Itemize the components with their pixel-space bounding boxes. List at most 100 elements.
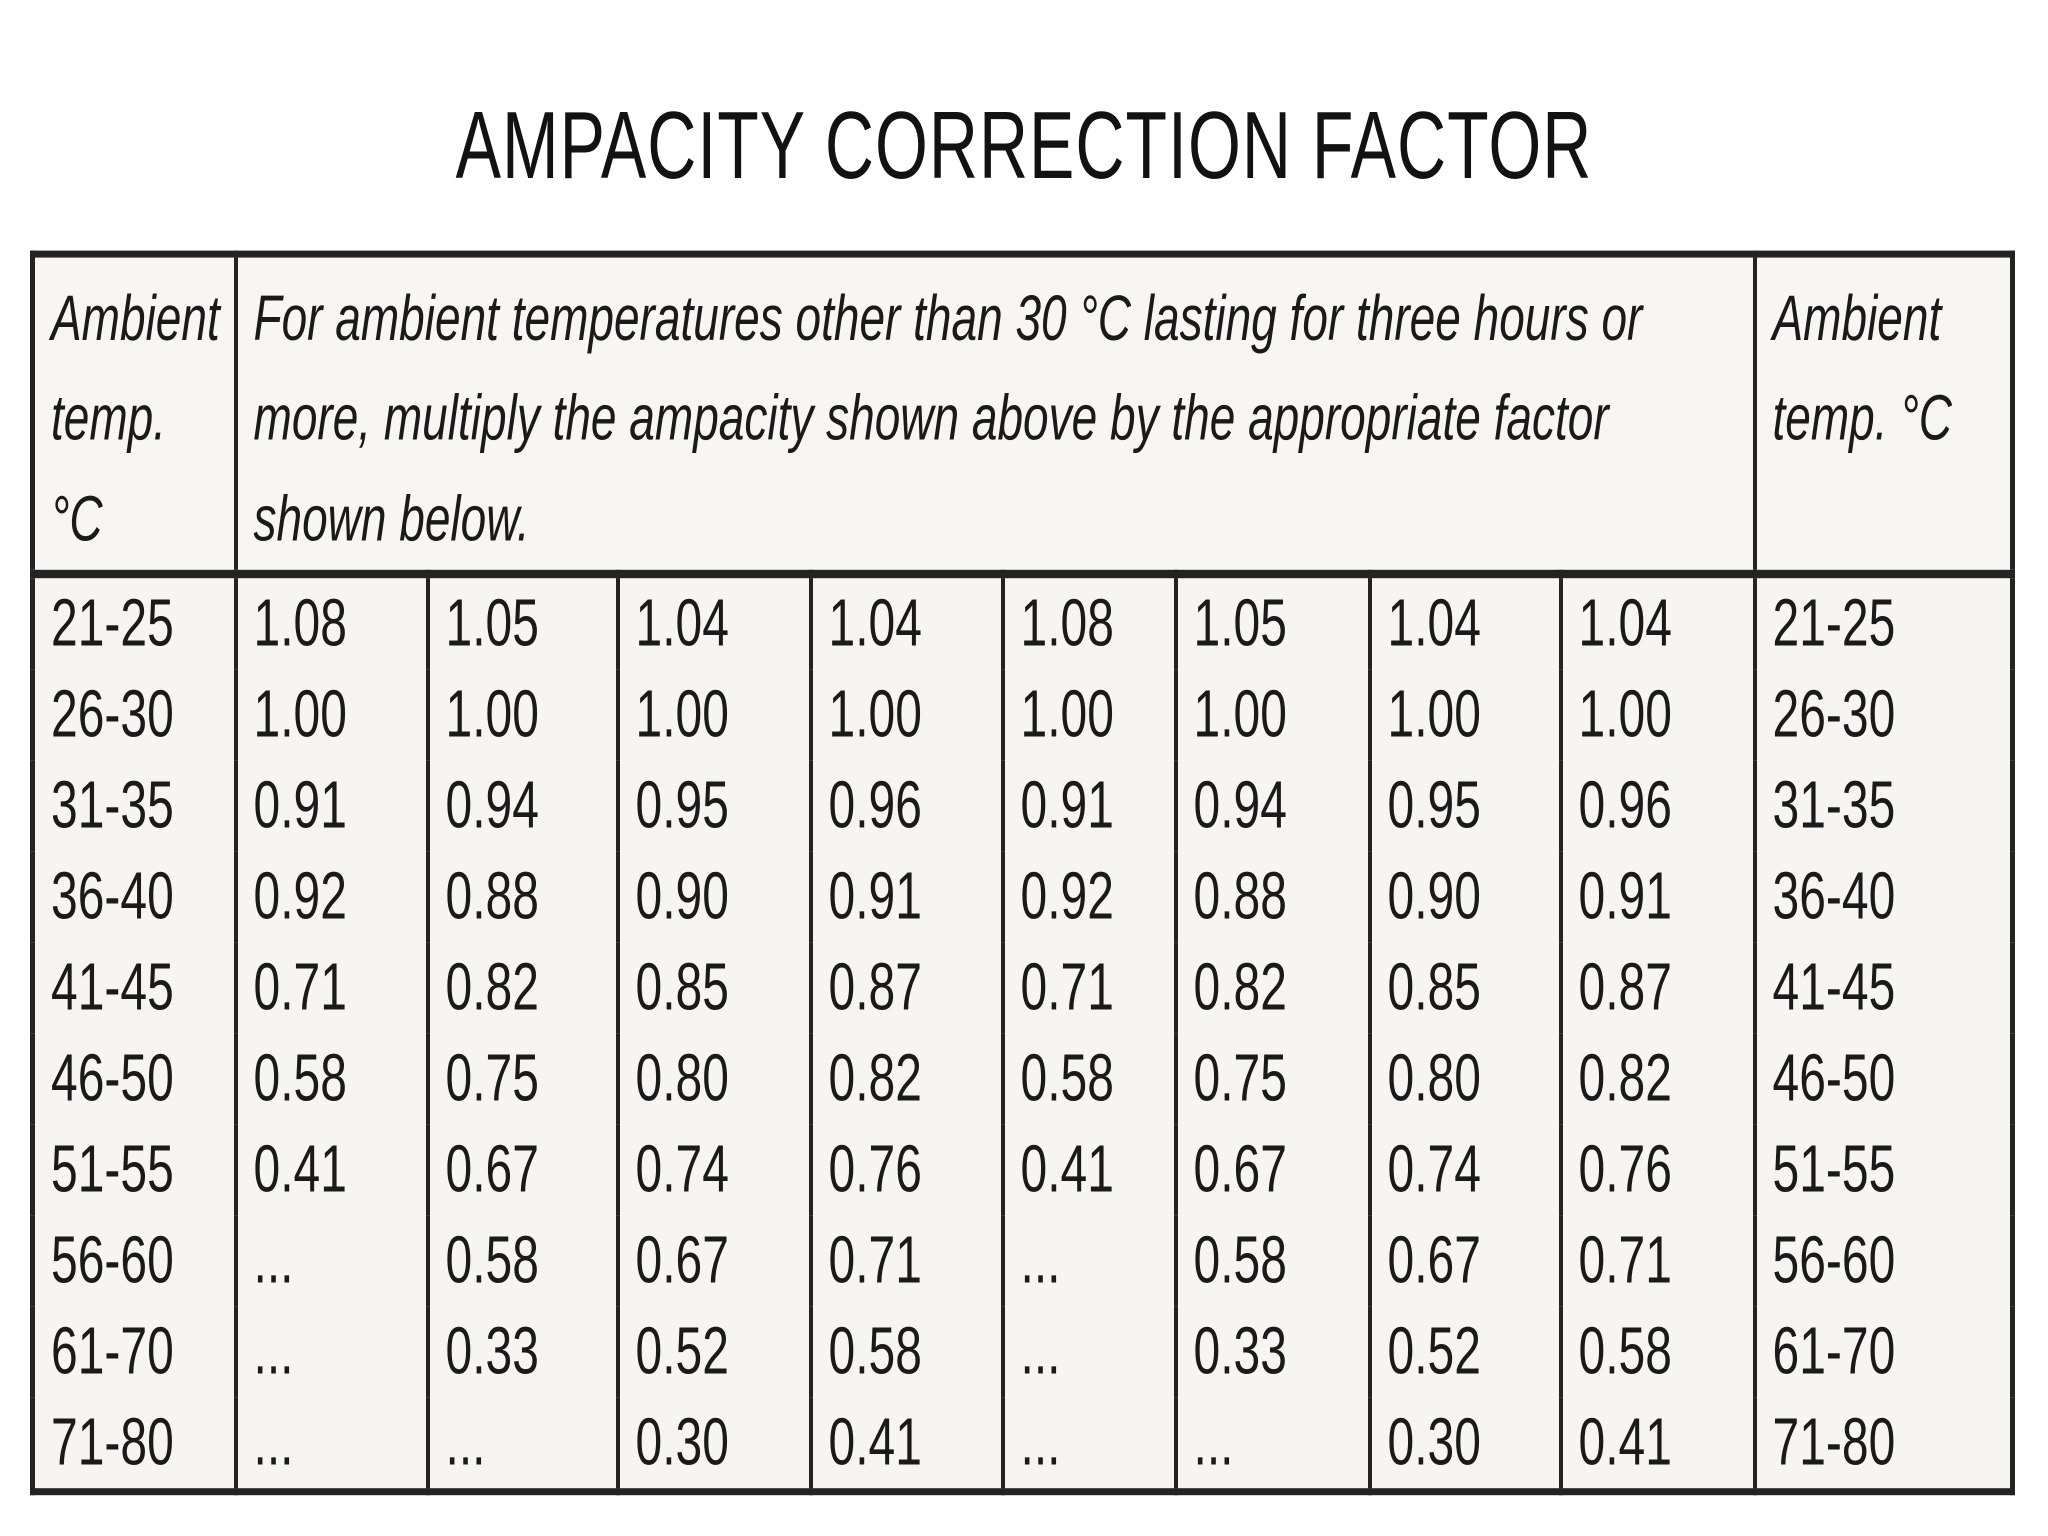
- factor-cell: 1.00: [233, 669, 430, 761]
- factor-cell: 0.74: [1367, 1124, 1563, 1216]
- factor-cell: 1.00: [1173, 669, 1372, 761]
- table-row: 56-60... 0.58 0.67 0.71... 0.58 0.67 0.71 56-60: [30, 1215, 2015, 1307]
- factor-cell: 1.04: [1558, 574, 1757, 670]
- table-body: 21-25 1.08 1.05 1.04 1.04 1.08 1.05 1.04 1.04 21-…: [30, 574, 2015, 1492]
- temp-range-cell: 41-45: [30, 942, 238, 1034]
- factor-cell: 0.58: [808, 1306, 1005, 1398]
- factor-cell: 0.82: [808, 1033, 1005, 1125]
- factor-cell: 0.95: [1367, 760, 1563, 852]
- factor-cell: 0.85: [1367, 942, 1563, 1034]
- table-row: 41-45 0.71 0.82 0.85 0.87 0.71 0.82 0.85 0.87 41-…: [30, 942, 2015, 1034]
- temp-range-cell: 56-60: [1752, 1215, 2015, 1307]
- factor-cell: ...: [1000, 1215, 1178, 1307]
- factor-cell: 1.04: [615, 574, 813, 670]
- temp-range-cell: 21-25: [1752, 574, 2015, 670]
- factor-cell: ...: [233, 1215, 430, 1307]
- factor-cell: 0.88: [1173, 851, 1372, 943]
- factor-cell: 0.96: [1558, 760, 1757, 852]
- factor-cell: 0.76: [1558, 1124, 1757, 1216]
- temp-range-cell: 31-35: [30, 760, 238, 852]
- factor-cell: 0.33: [1173, 1306, 1372, 1398]
- factor-cell: 0.58: [1173, 1215, 1372, 1307]
- factor-cell: ...: [233, 1397, 430, 1492]
- factor-cell: 0.94: [425, 760, 620, 852]
- factor-cell: 0.71: [1000, 942, 1178, 1034]
- factor-cell: 1.00: [615, 669, 813, 761]
- temp-range-cell: 26-30: [1752, 669, 2015, 761]
- factor-cell: 0.52: [1367, 1306, 1563, 1398]
- temp-range-cell: 51-55: [1752, 1124, 2015, 1216]
- factor-cell: 0.58: [1558, 1306, 1757, 1398]
- factor-cell: 1.00: [808, 669, 1005, 761]
- header-ambient-temp-right: Ambient temp. °C: [1752, 254, 2015, 579]
- factor-cell: 1.04: [1367, 574, 1563, 670]
- factor-cell: 0.92: [1000, 851, 1178, 943]
- factor-cell: 1.00: [1558, 669, 1757, 761]
- factor-cell: 0.87: [1558, 942, 1757, 1034]
- temp-range-cell: 21-25: [30, 574, 238, 670]
- factor-cell: 0.91: [1000, 760, 1178, 852]
- factor-cell: 0.87: [808, 942, 1005, 1034]
- temp-range-cell: 51-55: [30, 1124, 238, 1216]
- factor-cell: 0.91: [1558, 851, 1757, 943]
- page-title: AMPACITY CORRECTION FACTOR: [455, 92, 1593, 199]
- factor-cell: 0.94: [1173, 760, 1372, 852]
- temp-range-cell: 56-60: [30, 1215, 238, 1307]
- factor-cell: 1.00: [425, 669, 620, 761]
- factor-cell: 0.71: [233, 942, 430, 1034]
- factor-cell: 0.82: [1558, 1033, 1757, 1125]
- factor-cell: 0.91: [808, 851, 1005, 943]
- table-row: 71-80...... 0.30 0.41...... 0.30 0.41 71-80: [30, 1397, 2015, 1492]
- factor-cell: 0.30: [615, 1397, 813, 1492]
- table-row: 46-50 0.58 0.75 0.80 0.82 0.58 0.75 0.80 0.82 46-…: [30, 1033, 2015, 1125]
- temp-range-cell: 41-45: [1752, 942, 2015, 1034]
- factor-cell: 0.76: [808, 1124, 1005, 1216]
- factor-cell: ...: [1000, 1397, 1178, 1492]
- temp-range-cell: 31-35: [1752, 760, 2015, 852]
- factor-cell: ...: [1000, 1306, 1178, 1398]
- factor-cell: 0.82: [425, 942, 620, 1034]
- factor-cell: 0.90: [1367, 851, 1563, 943]
- table-row: 21-25 1.08 1.05 1.04 1.04 1.08 1.05 1.04 1.04 21-…: [30, 574, 2015, 670]
- factor-cell: ...: [425, 1397, 620, 1492]
- factor-cell: 1.08: [233, 574, 430, 670]
- factor-cell: 0.80: [1367, 1033, 1563, 1125]
- temp-range-cell: 46-50: [1752, 1033, 2015, 1125]
- factor-cell: ...: [233, 1306, 430, 1398]
- ampacity-correction-table: Ambient temp. °C For ambient temperature…: [30, 250, 2015, 1496]
- factor-cell: 0.67: [1367, 1215, 1563, 1307]
- factor-cell: ...: [1173, 1397, 1372, 1492]
- factor-cell: 0.90: [615, 851, 813, 943]
- factor-cell: 0.58: [425, 1215, 620, 1307]
- temp-range-cell: 71-80: [1752, 1397, 2015, 1492]
- temp-range-cell: 61-70: [30, 1306, 238, 1398]
- table-row: 61-70... 0.33 0.52 0.58... 0.33 0.52 0.58 61-70: [30, 1306, 2015, 1398]
- header-ambient-temp-left: Ambient temp. °C: [30, 254, 238, 579]
- factor-cell: 0.58: [233, 1033, 430, 1125]
- temp-range-cell: 71-80: [30, 1397, 238, 1492]
- table-row: 31-35 0.91 0.94 0.95 0.96 0.91 0.94 0.95 0.96 31-…: [30, 760, 2015, 852]
- temp-range-cell: 61-70: [1752, 1306, 2015, 1398]
- factor-cell: 0.95: [615, 760, 813, 852]
- factor-cell: 1.05: [425, 574, 620, 670]
- header-instructions: For ambient temperatures other than 30 °…: [233, 254, 1757, 579]
- factor-cell: 0.41: [1000, 1124, 1178, 1216]
- factor-cell: 0.92: [233, 851, 430, 943]
- factor-cell: 0.80: [615, 1033, 813, 1125]
- factor-cell: 1.08: [1000, 574, 1178, 670]
- factor-cell: 0.75: [425, 1033, 620, 1125]
- factor-cell: 0.52: [615, 1306, 813, 1398]
- factor-cell: 1.04: [808, 574, 1005, 670]
- temp-range-cell: 36-40: [30, 851, 238, 943]
- temp-range-cell: 46-50: [30, 1033, 238, 1125]
- temp-range-cell: 26-30: [30, 669, 238, 761]
- factor-cell: 0.41: [808, 1397, 1005, 1492]
- table-row: 51-55 0.41 0.67 0.74 0.76 0.41 0.67 0.74 0.76 51-…: [30, 1124, 2015, 1216]
- factor-cell: 0.67: [1173, 1124, 1372, 1216]
- factor-cell: 0.74: [615, 1124, 813, 1216]
- factor-cell: 0.30: [1367, 1397, 1563, 1492]
- factor-cell: 0.33: [425, 1306, 620, 1398]
- temp-range-cell: 36-40: [1752, 851, 2015, 943]
